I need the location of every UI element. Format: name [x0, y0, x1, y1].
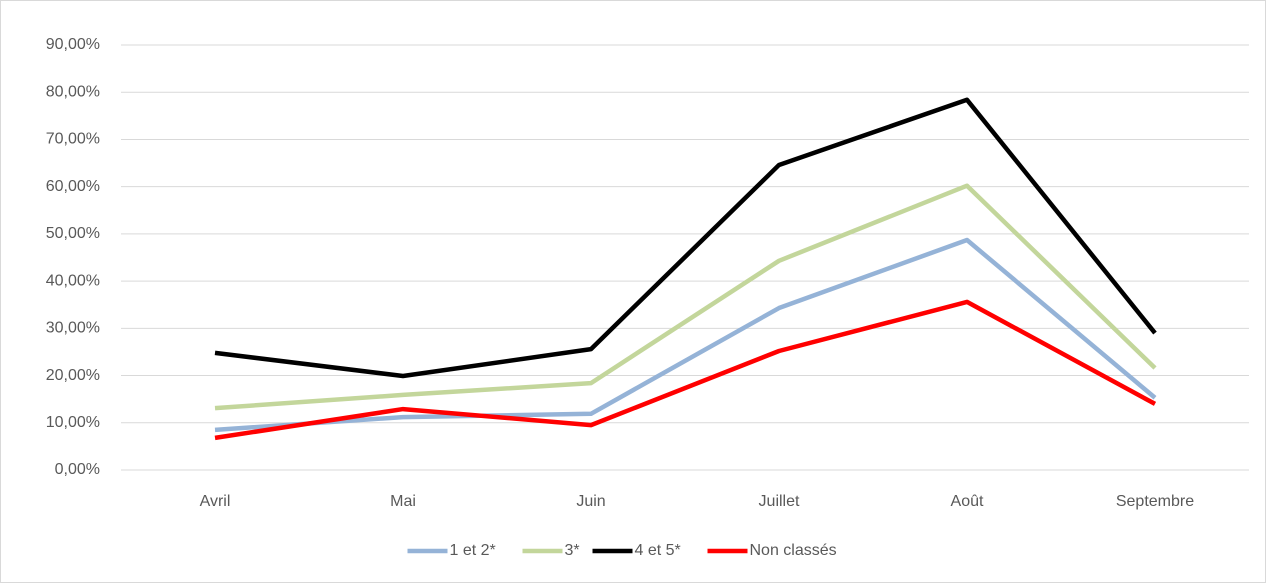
x-tick-label: Juillet	[759, 493, 800, 510]
y-tick-label: 40,00%	[46, 272, 100, 289]
legend-label: 4 et 5*	[635, 542, 681, 559]
x-tick-label: Août	[951, 493, 984, 510]
line-series	[214, 97, 1157, 379]
y-tick-label: 50,00%	[46, 225, 100, 242]
line-series	[214, 237, 1157, 433]
y-tick-label: 20,00%	[46, 367, 100, 384]
y-tick-label: 90,00%	[46, 36, 100, 53]
y-tick-label: 70,00%	[46, 131, 100, 148]
legend-label: 1 et 2*	[450, 542, 496, 559]
y-tick-label: 10,00%	[46, 414, 100, 431]
x-tick-label: Avril	[200, 493, 231, 510]
y-tick-label: 80,00%	[46, 83, 100, 100]
y-tick-label: 30,00%	[46, 320, 100, 337]
legend-label: Non classés	[750, 542, 837, 559]
legend-label: 3*	[565, 542, 580, 559]
line-series	[214, 299, 1157, 441]
x-tick-label: Septembre	[1116, 493, 1194, 510]
y-tick-label: 60,00%	[46, 178, 100, 195]
line-series	[214, 183, 1157, 411]
x-tick-label: Mai	[390, 493, 416, 510]
x-tick-label: Juin	[576, 493, 605, 510]
y-tick-label: 0,00%	[55, 461, 100, 478]
